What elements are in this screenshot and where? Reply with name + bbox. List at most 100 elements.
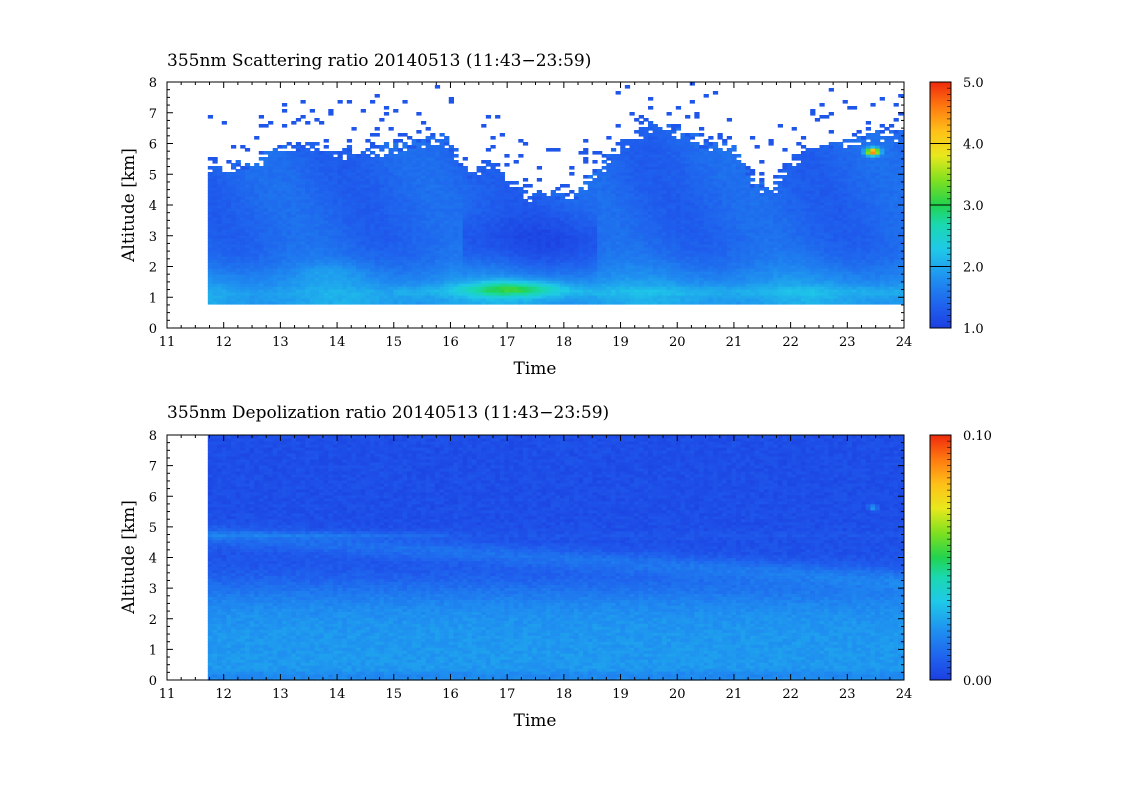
heatmap-cell: [499, 274, 505, 278]
heatmap-cell: [291, 277, 297, 281]
heatmap-cell: [703, 283, 709, 287]
heatmap-cell: [671, 292, 677, 296]
heatmap-cell: [791, 277, 797, 281]
heatmap-cell: [759, 259, 765, 263]
heatmap-cell: [754, 256, 765, 260]
heatmap-cell: [698, 283, 705, 287]
heatmap-cell: [485, 301, 492, 305]
heatmap-cell: [467, 271, 473, 275]
heatmap-cell: [796, 268, 807, 272]
heatmap-cell: [226, 256, 232, 260]
heatmap-cell: [481, 289, 487, 293]
heatmap-cell: [314, 268, 320, 272]
heatmap-cell: [671, 271, 677, 275]
heatmap-cell: [258, 271, 265, 275]
heatmap-cell: [281, 268, 288, 272]
heatmap-cell: [379, 301, 385, 305]
heatmap-cell: [374, 298, 380, 302]
heatmap-cell: [434, 262, 441, 266]
heatmap-cell: [499, 295, 505, 299]
heatmap-cell: [291, 259, 297, 263]
heatmap-cell: [467, 262, 473, 266]
heatmap-cell: [328, 256, 334, 260]
heatmap-cell: [420, 289, 427, 293]
heatmap-cell: [286, 250, 292, 254]
heatmap-cell: [240, 286, 246, 290]
heatmap-cell: [629, 274, 640, 278]
heatmap-cell: [583, 256, 589, 260]
heatmap-cell: [819, 262, 825, 266]
heatmap-cell: [281, 271, 288, 275]
heatmap-cell: [833, 292, 839, 296]
heatmap-cell: [685, 268, 691, 272]
heatmap-cell: [587, 265, 594, 269]
heatmap-cell: [828, 253, 839, 257]
heatmap-cell: [675, 271, 682, 275]
heatmap-cell: [509, 271, 515, 275]
heatmap-cell: [791, 298, 797, 302]
heatmap-cell: [434, 271, 441, 275]
heatmap-cell: [698, 286, 705, 290]
heatmap-cell: [583, 268, 589, 272]
heatmap-cell: [740, 298, 746, 302]
heatmap-cell: [661, 280, 672, 284]
heatmap-cell: [838, 265, 844, 269]
heatmap-cell: [481, 274, 487, 278]
heatmap-cell: [430, 280, 436, 284]
heatmap-cell: [379, 283, 385, 287]
heatmap-cell: [773, 262, 779, 266]
heatmap-cell: [555, 292, 561, 296]
heatmap-cell: [819, 280, 825, 284]
heatmap-cell: [504, 262, 515, 266]
heatmap-cell: [583, 259, 589, 263]
heatmap-cell: [717, 286, 728, 290]
heatmap-cell: [698, 262, 709, 266]
heatmap-cell: [865, 268, 872, 272]
heatmap-cell: [314, 262, 320, 266]
heatmap-cell: [453, 253, 459, 257]
heatmap-cell: [532, 253, 538, 257]
heatmap-cell: [244, 256, 251, 260]
heatmap-cell: [268, 250, 274, 254]
heatmap-cell: [652, 265, 658, 269]
heatmap-cell: [787, 277, 793, 281]
heatmap-cell: [736, 298, 742, 302]
heatmap-cell: [388, 280, 394, 284]
heatmap-cell: [610, 259, 617, 263]
heatmap-cell: [842, 280, 848, 284]
heatmap-cell: [522, 289, 529, 293]
heatmap-cell: [230, 283, 237, 287]
heatmap-cell: [342, 271, 348, 275]
heatmap-cell: [805, 286, 816, 290]
heatmap-cell: [698, 301, 705, 305]
heatmap-cell: [319, 277, 325, 281]
heatmap-cell: [240, 250, 246, 254]
heatmap-cell: [411, 292, 422, 296]
heatmap-cell: [782, 280, 788, 284]
heatmap-cell: [291, 250, 297, 254]
heatmap-cell: [379, 265, 385, 269]
heatmap-cell: [740, 271, 746, 275]
heatmap-cell: [569, 286, 575, 290]
heatmap-cell: [763, 286, 770, 290]
heatmap-cell: [458, 256, 464, 260]
heatmap-cell: [838, 268, 844, 272]
heatmap-cell: [546, 277, 552, 281]
heatmap-cell: [518, 292, 524, 296]
heatmap-cell: [893, 295, 899, 299]
heatmap-cell: [286, 253, 292, 257]
heatmap-cell: [240, 265, 246, 269]
heatmap-cell: [444, 289, 450, 293]
heatmap-cell: [893, 265, 899, 269]
heatmap-cell: [351, 283, 357, 287]
heatmap-cell: [870, 256, 876, 260]
heatmap-cell: [407, 259, 413, 263]
heatmap-cell: [291, 274, 297, 278]
heatmap-cell: [439, 271, 445, 275]
heatmap-cell: [328, 292, 334, 296]
heatmap-cell: [898, 256, 904, 260]
heatmap-cell: [884, 283, 890, 287]
heatmap-cell: [504, 256, 510, 260]
heatmap-cell: [221, 286, 227, 290]
heatmap-cell: [694, 253, 700, 257]
